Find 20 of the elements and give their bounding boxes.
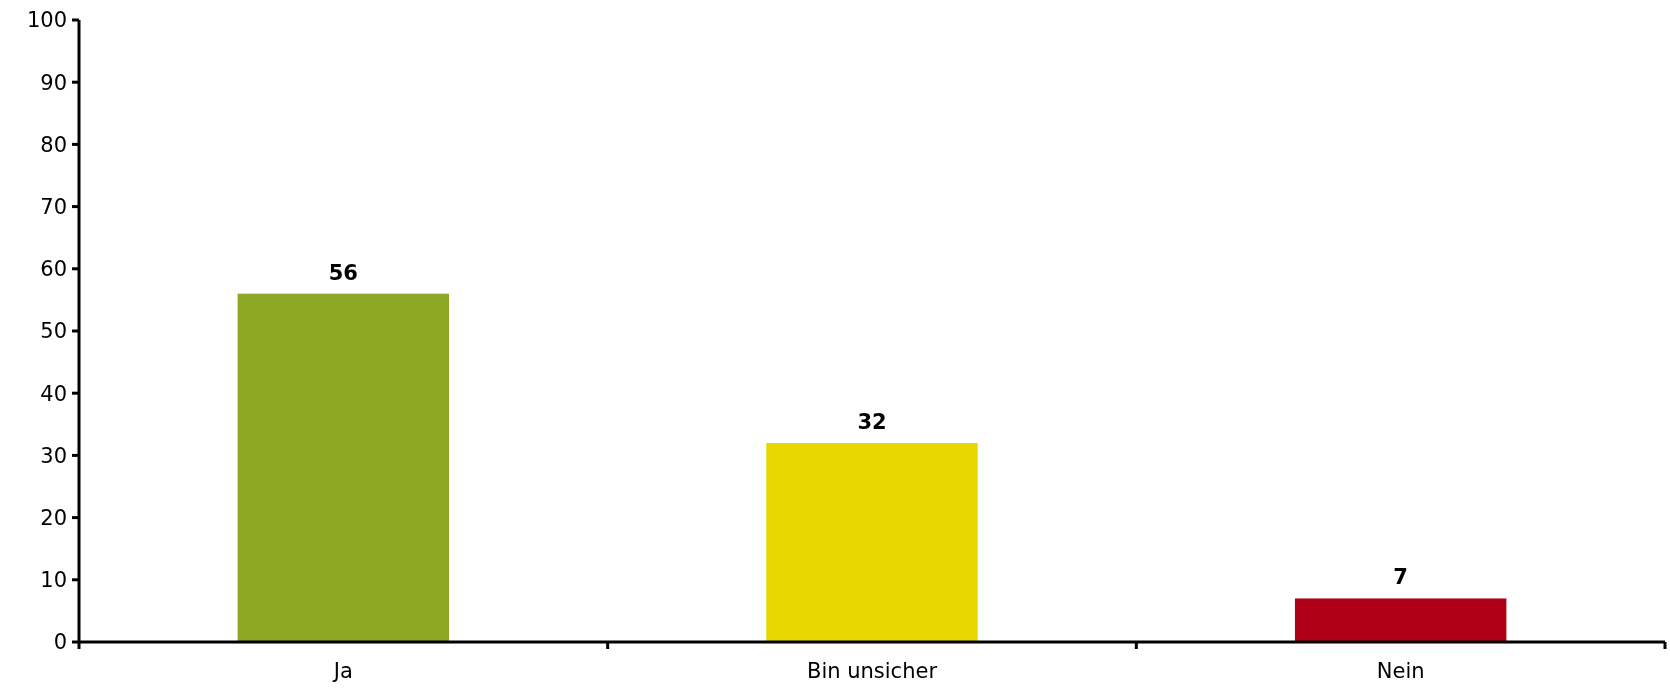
y-tick-label: 60 (40, 257, 67, 282)
bar (1294, 598, 1507, 642)
x-tick-label: Ja (331, 659, 353, 683)
x-tick-label: Bin unsicher (806, 659, 938, 683)
y-tick-label: 30 (40, 443, 67, 468)
y-tick-label: 90 (40, 70, 67, 95)
y-tick-label: 40 (40, 381, 67, 406)
y-tick-label: 80 (40, 132, 67, 157)
data-label: 7 (1393, 565, 1408, 590)
bar (237, 293, 450, 642)
y-tick-label: 10 (40, 568, 67, 593)
bar (766, 442, 978, 642)
y-tick-label: 100 (26, 8, 67, 33)
x-tick-label: Nein (1376, 659, 1425, 683)
y-tick-label: 0 (53, 630, 67, 655)
y-tick-label: 20 (40, 505, 67, 530)
data-label: 32 (857, 409, 887, 434)
data-label: 56 (328, 260, 358, 285)
y-tick-label: 50 (40, 319, 67, 344)
y-tick-label: 70 (40, 194, 67, 219)
